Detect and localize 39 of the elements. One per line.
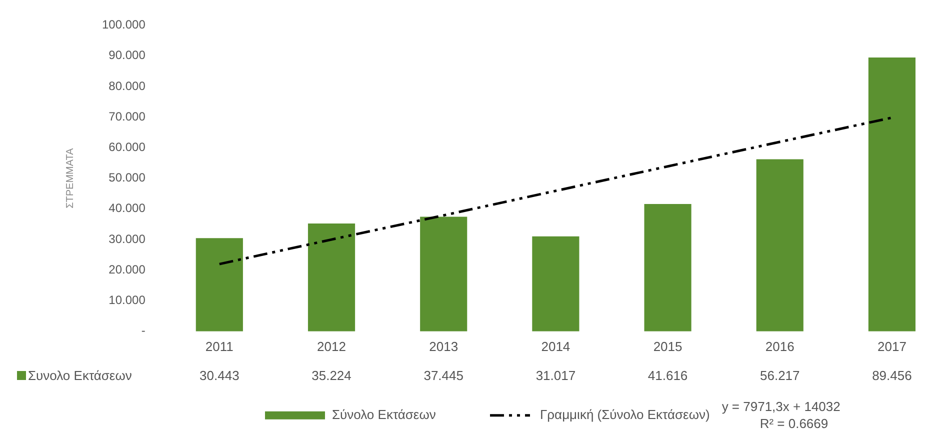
data-label: 35.224 bbox=[312, 368, 352, 383]
x-tick-label: 2014 bbox=[541, 338, 570, 354]
y-axis-title: ΣΤΡΕΜΜΑΤΑ bbox=[64, 148, 76, 208]
data-label: 56.217 bbox=[760, 368, 800, 383]
y-tick-label: 80.000 bbox=[108, 78, 146, 93]
y-tick-label: 30.000 bbox=[108, 232, 146, 246]
bar bbox=[868, 57, 916, 332]
data-label: 89.456 bbox=[872, 368, 912, 383]
y-tick-label: 10.000 bbox=[108, 293, 146, 308]
data-label: 41.616 bbox=[648, 368, 688, 383]
bar bbox=[756, 159, 804, 332]
legend-label: Σύνολο Εκτάσεων bbox=[332, 406, 436, 422]
bar bbox=[420, 216, 468, 332]
y-tick-label: 40.000 bbox=[108, 201, 146, 216]
y-tick-label: 60.000 bbox=[108, 140, 146, 154]
x-tick-label: 2013 bbox=[429, 338, 458, 354]
legend-label: Γραμμική (Σύνολο Εκτάσεων) bbox=[540, 406, 710, 422]
y-tick-label: - bbox=[141, 324, 146, 338]
x-tick-label: 2011 bbox=[205, 338, 234, 354]
y-tick-label: 70.000 bbox=[108, 109, 146, 124]
data-label: 31.017 bbox=[536, 368, 576, 383]
y-tick-label: 20.000 bbox=[108, 262, 146, 276]
y-tick-label: 50.000 bbox=[108, 170, 146, 185]
text: R² = 0.6669 bbox=[760, 416, 828, 431]
data-label: 30.443 bbox=[200, 368, 240, 383]
bar bbox=[532, 236, 580, 332]
x-tick-label: 2016 bbox=[765, 338, 794, 354]
x-tick-label: 2017 bbox=[877, 338, 906, 354]
data-label: 37.445 bbox=[424, 368, 464, 383]
y-tick-label: 100.000 bbox=[102, 18, 146, 32]
line-series bbox=[218, 116, 894, 266]
x-tick-label: 2012 bbox=[317, 338, 346, 354]
text: y = 7971,3x + 14032 bbox=[722, 398, 840, 414]
bar bbox=[644, 204, 692, 332]
text: Συνολο Εκτάσεων bbox=[28, 368, 132, 383]
bar bbox=[196, 238, 243, 332]
y-tick-label: 90.000 bbox=[108, 48, 146, 62]
bar bbox=[308, 224, 356, 332]
x-tick-label: 2015 bbox=[653, 338, 682, 354]
